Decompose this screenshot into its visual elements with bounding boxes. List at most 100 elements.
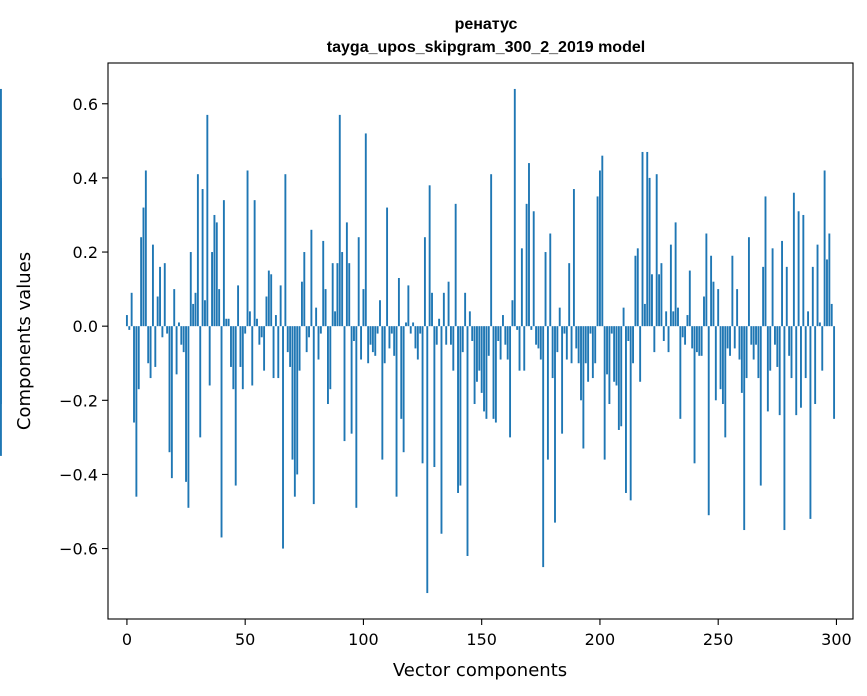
bar: [643, 303, 646, 327]
bar: [357, 237, 360, 327]
bar: [561, 326, 564, 434]
bar: [211, 252, 214, 327]
bar: [783, 326, 786, 531]
bar: [319, 326, 322, 334]
bar: [766, 326, 769, 412]
bar: [816, 244, 819, 327]
bar: [0, 248, 2, 327]
bar: [125, 315, 128, 327]
bar: [159, 266, 161, 327]
bar: [270, 274, 273, 327]
bar: [189, 252, 192, 327]
bar: [369, 326, 372, 345]
bar: [163, 263, 166, 327]
bar: [714, 326, 717, 401]
bar: [279, 285, 282, 327]
bar: [284, 174, 287, 327]
bar: [350, 326, 353, 434]
bar: [785, 266, 788, 327]
bar: [204, 300, 206, 327]
bar: [227, 318, 230, 327]
bar: [147, 326, 150, 364]
bar: [651, 274, 653, 327]
plot-frame: [107, 62, 854, 620]
bar: [218, 289, 221, 327]
bar: [691, 326, 694, 349]
bar: [669, 244, 672, 327]
chart-subtitle: tayga_upos_skipgram_300_2_2019 model: [327, 39, 645, 56]
y-tick-label: −0.6: [59, 540, 98, 559]
bar: [379, 300, 381, 327]
bar: [178, 322, 180, 327]
bar: [322, 240, 325, 327]
bar: [627, 326, 630, 341]
bar: [142, 207, 145, 327]
bar: [596, 196, 599, 327]
bar: [778, 326, 781, 416]
bar: [667, 326, 670, 353]
bar: [511, 300, 514, 327]
bar: [502, 315, 504, 327]
bar: [705, 233, 708, 327]
bar: [173, 289, 176, 327]
bar: [622, 307, 625, 327]
bar: [743, 326, 746, 531]
bar: [740, 326, 743, 393]
bar: [291, 326, 294, 460]
x-tick-label: 150: [466, 630, 497, 649]
bar: [797, 211, 800, 327]
bar: [634, 255, 637, 327]
bar: [149, 326, 152, 379]
bar: [289, 326, 292, 367]
bar: [400, 326, 403, 419]
bar: [405, 322, 407, 327]
bar: [435, 326, 438, 345]
bar: [575, 326, 578, 349]
bar: [695, 326, 698, 353]
bar: [215, 222, 218, 327]
bar: [681, 326, 684, 338]
bar: [308, 326, 310, 338]
bar: [558, 307, 561, 327]
bar: [662, 326, 665, 341]
bar: [151, 244, 154, 327]
bar: [225, 318, 228, 327]
chart-title: ренатус: [455, 16, 518, 33]
bar: [230, 326, 232, 367]
bar: [606, 326, 608, 375]
bar: [513, 88, 516, 327]
bar: [265, 296, 268, 327]
bar: [135, 326, 138, 497]
bar: [807, 311, 810, 327]
bar: [535, 326, 538, 345]
y-tick-label: 0.0: [73, 317, 98, 336]
bar: [492, 326, 495, 419]
bar: [518, 326, 521, 371]
bar: [248, 311, 251, 327]
bar: [629, 326, 632, 501]
bar: [703, 296, 705, 327]
bar: [587, 326, 590, 382]
bar: [324, 289, 327, 327]
x-tick-label: 250: [703, 630, 734, 649]
bar: [180, 326, 183, 345]
bar: [161, 326, 164, 338]
bar: [565, 326, 568, 360]
bar: [551, 326, 554, 379]
bar: [428, 185, 431, 327]
bar: [490, 174, 493, 327]
bar: [769, 326, 772, 371]
bar: [641, 151, 644, 327]
bar: [407, 285, 410, 327]
bar: [497, 326, 500, 341]
bar: [731, 255, 734, 327]
bars-group: [0, 88, 836, 594]
bar: [828, 233, 831, 327]
bar: [199, 326, 202, 438]
bar: [234, 326, 237, 486]
bar: [546, 326, 549, 460]
x-tick-label: 200: [585, 630, 616, 649]
bar: [539, 326, 542, 360]
bar: [572, 189, 575, 327]
